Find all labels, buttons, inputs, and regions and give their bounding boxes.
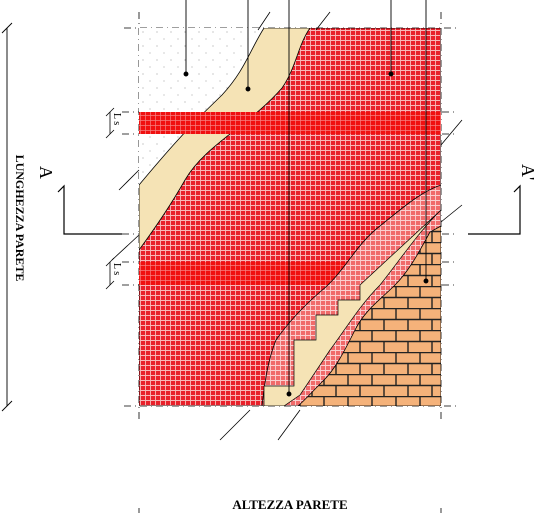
diagonal-boundaries <box>111 11 463 441</box>
overlap-label-lower: L s <box>111 263 122 275</box>
overlap-dimension-upper <box>105 107 115 139</box>
leader-lines <box>183 0 429 397</box>
height-dimension <box>138 508 442 513</box>
section-marker-left <box>57 184 122 235</box>
overlap-dimension-lower <box>105 257 115 290</box>
section-marker-right <box>468 184 521 235</box>
overlap-label-upper: L s <box>111 113 122 125</box>
brick-masonry <box>297 225 441 406</box>
plaster-step <box>263 209 441 406</box>
length-dimension <box>1 22 13 412</box>
section-label-left: A <box>36 166 56 179</box>
wall-length-label: LUNGHEZZA PARETE <box>13 155 27 282</box>
section-label-right: A' <box>518 164 538 180</box>
wall-height-label: ALTEZZA PARETE <box>232 497 347 512</box>
